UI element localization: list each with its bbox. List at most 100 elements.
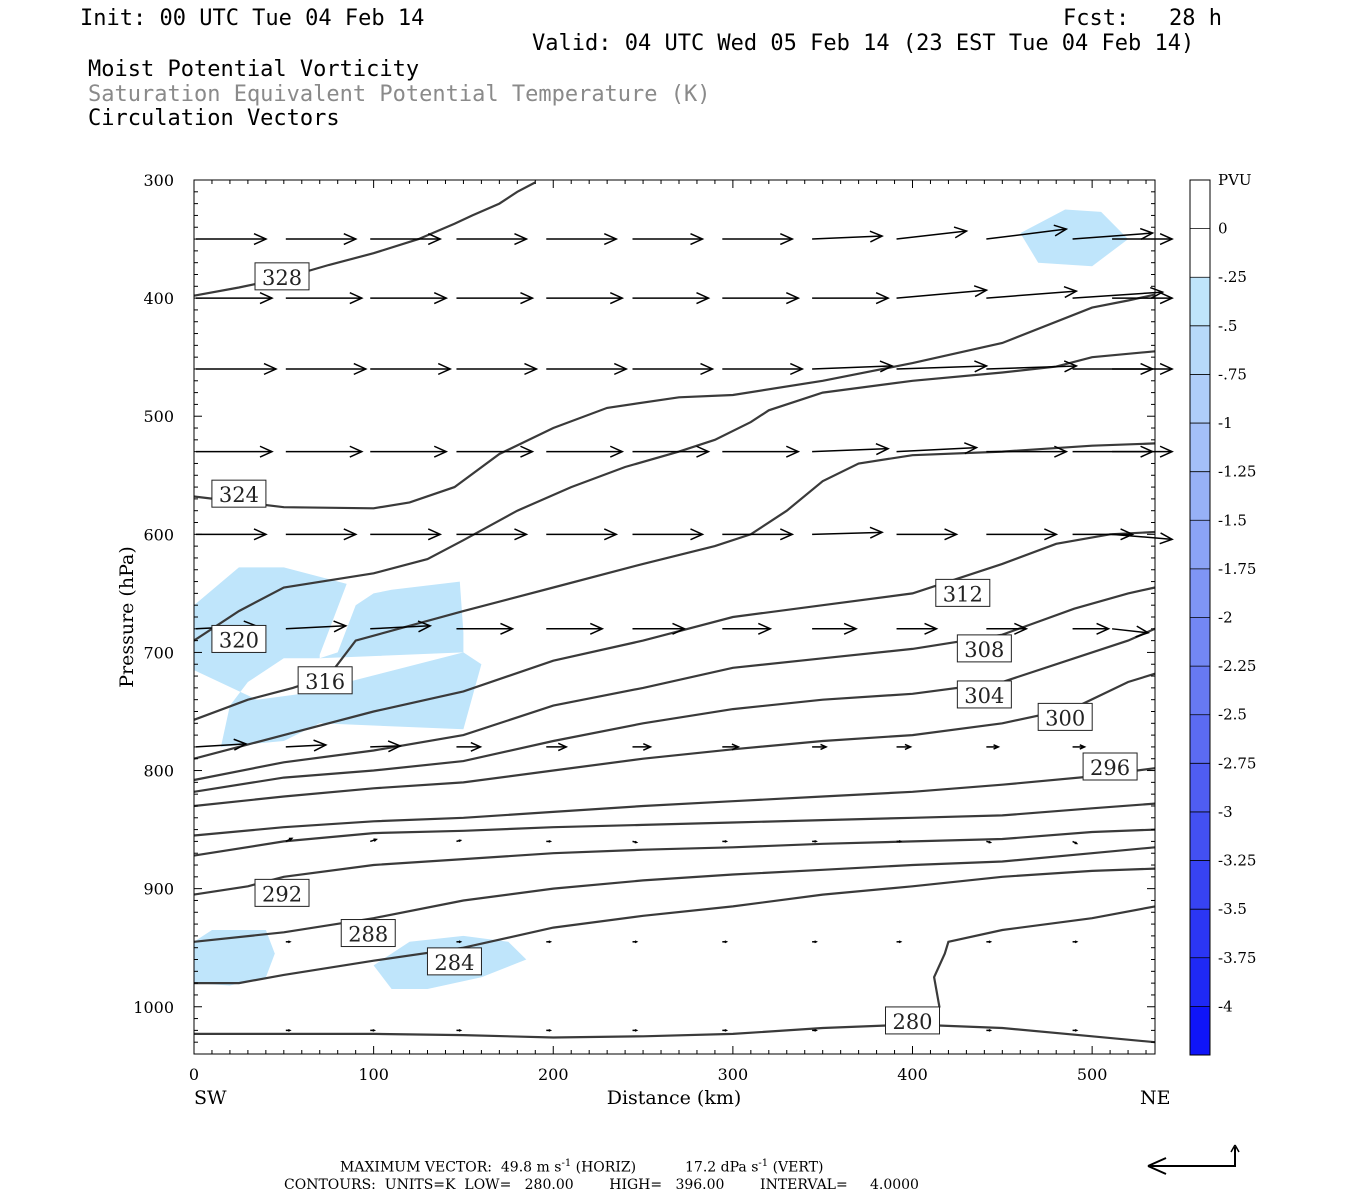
contour-label-box-280 bbox=[885, 1006, 941, 1035]
contours-info: CONTOURS: UNITS=K LOW= 280.00 HIGH= 396.… bbox=[284, 1177, 919, 1193]
max-vector-line: MAXIMUM VECTOR: 49.8 m s-1 (HORIZ) 17.2 … bbox=[340, 1158, 823, 1176]
theta-contour-296 bbox=[193, 767, 1156, 837]
x-left-label: SW bbox=[194, 1087, 227, 1109]
circulation-vector bbox=[986, 1028, 993, 1032]
contour-label-292: 292 bbox=[262, 882, 302, 906]
circulation-vector bbox=[986, 224, 1069, 240]
colorbar-swatch bbox=[1190, 714, 1210, 764]
circulation-vector bbox=[546, 445, 625, 458]
circulation-vector bbox=[632, 232, 705, 246]
circulation-vector bbox=[546, 742, 569, 752]
circulation-vector bbox=[812, 840, 818, 843]
forecast-hour: Fcst: 28 h bbox=[1063, 6, 1222, 31]
circulation-vector-layer bbox=[195, 224, 1174, 1032]
circulation-vector bbox=[812, 230, 884, 243]
contour-label-box-284 bbox=[426, 947, 482, 976]
field-title-pv: Moist Potential Vorticity bbox=[88, 57, 420, 82]
circulation-vector bbox=[722, 1028, 729, 1032]
colorbar-swatch bbox=[1190, 277, 1210, 327]
vert-value: 17.2 dPa s bbox=[685, 1159, 759, 1176]
contour-label-280: 280 bbox=[892, 1010, 932, 1034]
circulation-vector bbox=[1072, 940, 1079, 944]
reference-vector-icon bbox=[1147, 1144, 1240, 1175]
contour-label-328: 328 bbox=[262, 266, 302, 290]
circulation-vector bbox=[370, 1028, 377, 1032]
circulation-vector bbox=[370, 292, 449, 305]
colorbar-swatch bbox=[1190, 957, 1210, 1007]
x-right-label: NE bbox=[1140, 1087, 1171, 1109]
contour-label-box-296 bbox=[1082, 752, 1138, 781]
theta-contour-308 bbox=[193, 586, 1156, 782]
circulation-vector bbox=[632, 840, 639, 844]
axis-layer: 300 400 500 600 700 800 900 1000 0 100 200 300 400 50… bbox=[133, 171, 1155, 1084]
circulation-vector bbox=[196, 292, 274, 305]
circulation-vector bbox=[546, 840, 553, 843]
circulation-vector bbox=[370, 838, 378, 843]
contour-label-box-320 bbox=[211, 624, 267, 653]
circulation-vector bbox=[546, 528, 619, 541]
colorbar-label: -2.5 bbox=[1218, 706, 1247, 724]
colorbar-swatch bbox=[1190, 180, 1210, 230]
circulation-vector bbox=[986, 285, 1079, 299]
circulation-vector bbox=[1072, 744, 1087, 750]
circulation-vector bbox=[546, 362, 629, 376]
circulation-vector bbox=[1072, 227, 1155, 240]
horiz-value: 49.8 m s bbox=[500, 1159, 562, 1176]
circulation-vector bbox=[195, 738, 248, 751]
circulation-vector bbox=[722, 622, 773, 635]
colorbar-swatch bbox=[1190, 228, 1210, 278]
colorbar-label: -1.75 bbox=[1218, 560, 1256, 578]
y-tick-label: 400 bbox=[143, 289, 174, 308]
circulation-vector bbox=[722, 362, 805, 376]
circulation-vector bbox=[896, 940, 903, 944]
circulation-vector bbox=[546, 232, 619, 246]
circulation-vector bbox=[812, 526, 884, 539]
y-tick-label: 1000 bbox=[133, 998, 174, 1017]
pv-region-0 bbox=[194, 567, 482, 747]
contour-label-296: 296 bbox=[1090, 756, 1130, 780]
circulation-vector bbox=[370, 232, 443, 246]
colorbar-label: -2 bbox=[1218, 609, 1233, 627]
theta-contour-280 bbox=[194, 1023, 1156, 1044]
circulation-vector bbox=[896, 360, 989, 373]
circulation-vector bbox=[986, 940, 993, 944]
circulation-vector bbox=[285, 292, 364, 305]
colorbar-label: -.75 bbox=[1218, 365, 1247, 383]
y-tick-label: 800 bbox=[143, 762, 174, 781]
circulation-vector bbox=[896, 285, 989, 299]
colorbar-label: -2.25 bbox=[1218, 657, 1256, 675]
field-title-vectors: Circulation Vectors bbox=[88, 106, 340, 131]
circulation-vector bbox=[1112, 445, 1174, 458]
field-title-theta: Saturation Equivalent Potential Temperat… bbox=[88, 82, 711, 107]
y-tick-label: 500 bbox=[143, 407, 174, 426]
circulation-vector bbox=[986, 445, 1069, 458]
colorbar-swatch bbox=[1190, 763, 1210, 813]
colorbar-label: -3.75 bbox=[1218, 949, 1256, 967]
colorbar-swatch bbox=[1190, 520, 1210, 570]
x-tick-label: 300 bbox=[718, 1065, 749, 1084]
contour-label-box-288 bbox=[340, 919, 396, 948]
circulation-vector bbox=[546, 940, 553, 944]
contour-label-320: 320 bbox=[219, 628, 259, 652]
theta-contour-unlabeled-14 bbox=[925, 905, 1156, 1021]
circulation-vector bbox=[285, 739, 328, 752]
colorbar-swatch bbox=[1190, 325, 1210, 375]
circulation-vector bbox=[812, 940, 818, 944]
circulation-vector bbox=[370, 740, 403, 753]
circulation-vector bbox=[1072, 528, 1135, 541]
vert-unit: (VERT) bbox=[772, 1159, 824, 1176]
circulation-vector bbox=[456, 1028, 463, 1032]
colorbar-swatch bbox=[1190, 374, 1210, 424]
y-tick-label: 600 bbox=[143, 525, 174, 544]
circulation-vector bbox=[722, 528, 795, 541]
circulation-vector bbox=[722, 743, 741, 751]
colorbar: 0 -.25 -.5 -.75 -1 -1.25 -1.5 -1.75 -2 -2.25 -2.5 -… bbox=[1189, 179, 1256, 1056]
colorbar-label: 0 bbox=[1218, 220, 1228, 238]
circulation-vector bbox=[285, 620, 348, 633]
circulation-vector bbox=[285, 940, 292, 944]
circulation-vector bbox=[632, 940, 639, 944]
horiz-unit: (HORIZ) bbox=[575, 1159, 637, 1176]
max-vector-label: MAXIMUM VECTOR: bbox=[340, 1159, 492, 1176]
circulation-vector bbox=[722, 292, 801, 305]
